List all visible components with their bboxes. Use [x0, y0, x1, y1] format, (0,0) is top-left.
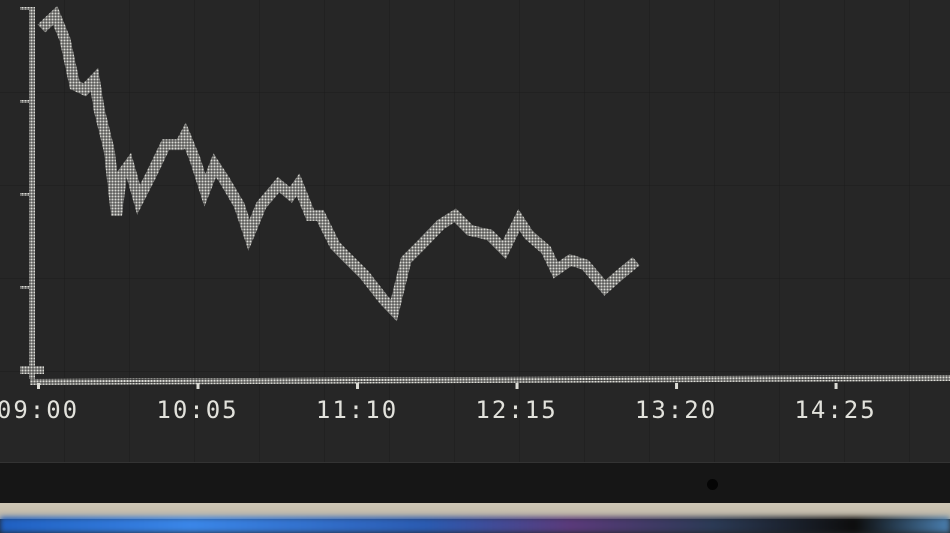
x-tick-label: 12:15: [475, 396, 557, 424]
monitor-bezel: [0, 462, 950, 505]
x-tick-label: 14:25: [794, 396, 876, 424]
y-tick: [20, 286, 30, 289]
x-tick-label: 09:00: [0, 396, 79, 424]
y-tick: [20, 7, 30, 10]
monitor-frame: [0, 503, 950, 519]
x-tick: [515, 383, 519, 389]
x-tick: [675, 383, 679, 389]
y-tick: [20, 193, 30, 196]
origin-marker: [20, 366, 44, 374]
x-axis: [29, 374, 950, 385]
x-tick-label: 13:20: [635, 396, 717, 424]
intraday-chart: 09:00 10:05 11:10 12:15 13:20 14:25: [0, 0, 950, 465]
camera-dot: [707, 479, 718, 490]
series-line: [37, 5, 640, 322]
led-display-board: 09:00 10:05 11:10 12:15 13:20 14:25: [0, 0, 950, 465]
blurred-screens: [0, 517, 950, 533]
x-tick-label: 10:05: [156, 396, 238, 424]
y-axis: [29, 7, 35, 379]
x-tick-label: 11:10: [316, 396, 398, 424]
x-tick: [196, 383, 200, 389]
x-tick: [356, 383, 360, 389]
x-tick: [834, 383, 838, 389]
x-tick: [37, 383, 40, 389]
y-tick: [20, 100, 30, 103]
